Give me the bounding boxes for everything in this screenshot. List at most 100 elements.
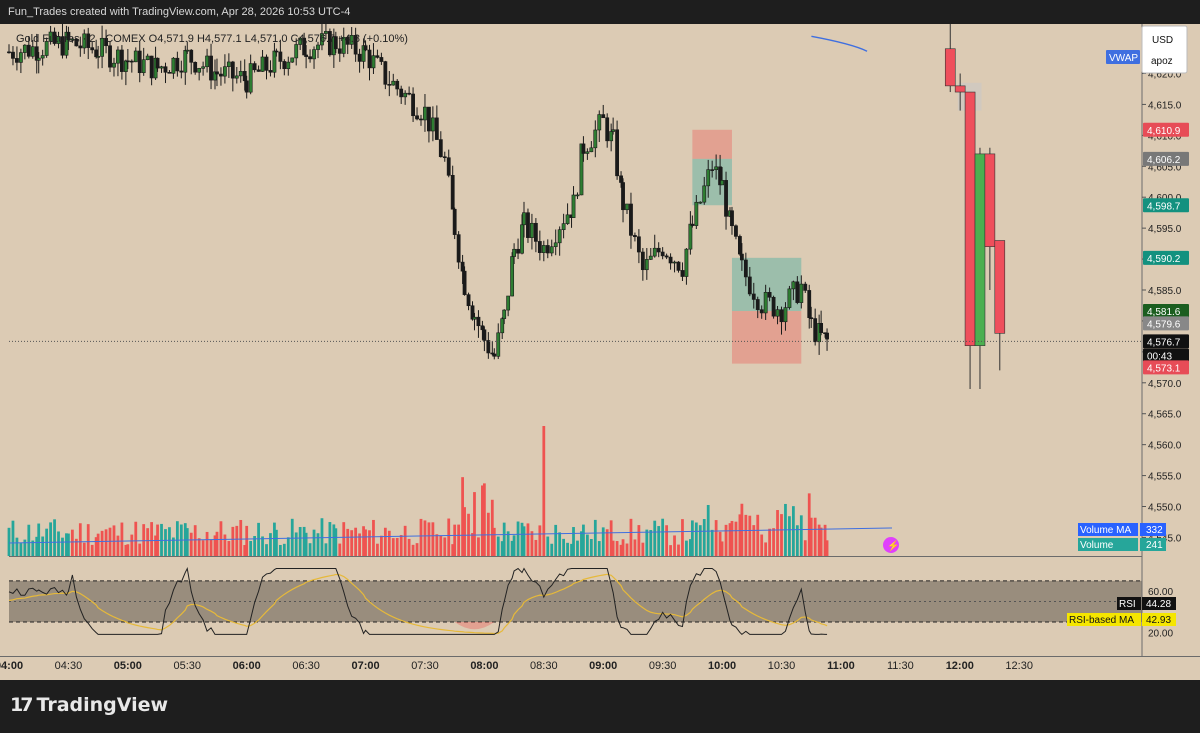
candle[interactable] [248,54,253,95]
candle[interactable] [541,240,546,262]
candle[interactable] [70,37,75,43]
candle[interactable] [367,44,372,81]
candle[interactable] [149,55,154,86]
candle[interactable] [430,106,435,142]
candle[interactable] [581,136,586,162]
candle[interactable] [133,47,138,63]
candle[interactable] [734,224,738,240]
candle[interactable] [530,213,534,250]
candle[interactable] [466,292,471,311]
candle[interactable] [11,46,15,66]
candle[interactable] [720,167,724,186]
candle[interactable] [223,54,227,84]
price-label[interactable]: 4,579.6 [1143,316,1189,331]
candle[interactable] [698,201,703,204]
candle[interactable] [141,47,146,76]
candle[interactable] [419,114,423,126]
candle[interactable] [215,58,219,87]
candle[interactable] [660,247,665,260]
candle[interactable] [96,45,101,69]
candle[interactable] [363,40,368,52]
candle[interactable] [755,296,760,319]
candle[interactable] [575,192,580,199]
candle[interactable] [791,280,796,301]
candle[interactable] [387,71,392,97]
candle[interactable] [714,154,719,180]
candle[interactable] [298,36,303,51]
candle[interactable] [290,57,295,63]
candle[interactable] [60,24,65,59]
candle[interactable] [278,39,283,70]
price-label[interactable]: 4,598.7 [1143,198,1189,213]
candle[interactable] [66,26,71,51]
candle[interactable] [545,239,550,259]
candle[interactable] [90,41,95,54]
candle[interactable] [706,159,711,198]
candle[interactable] [209,43,213,90]
candle[interactable] [125,48,130,70]
candle[interactable] [516,238,520,260]
candle[interactable] [767,287,772,302]
price-axis[interactable]: 4,620.04,615.04,610.04,605.04,600.04,595… [1067,24,1200,656]
candle[interactable] [272,42,277,78]
candle[interactable] [799,275,804,309]
candle[interactable] [36,52,41,74]
candle[interactable] [316,41,320,59]
candle[interactable] [163,62,168,84]
candle[interactable] [230,60,235,92]
candle[interactable] [201,61,206,76]
candle[interactable] [621,178,625,223]
candle[interactable] [589,141,594,153]
candle[interactable] [739,243,744,271]
candle[interactable] [676,261,681,273]
candle[interactable] [775,305,780,325]
candle[interactable] [185,41,190,54]
candle[interactable] [159,65,164,73]
candle[interactable] [175,51,180,77]
candle[interactable] [434,105,439,140]
candle[interactable] [771,295,776,319]
candle[interactable] [625,203,629,215]
candle[interactable] [219,67,223,86]
candle[interactable] [512,243,516,264]
candle[interactable] [197,67,202,81]
candle[interactable] [633,232,637,242]
price-candles[interactable] [7,20,1006,389]
candle[interactable] [648,248,653,260]
candle[interactable] [611,117,616,135]
candle[interactable] [482,326,487,352]
candle[interactable] [238,60,243,83]
candle[interactable] [304,45,309,69]
candle[interactable] [803,281,808,293]
candle[interactable] [371,43,376,75]
candle[interactable] [260,49,265,72]
candle[interactable] [787,285,792,310]
candle[interactable] [553,229,558,256]
candle[interactable] [337,36,342,62]
candle[interactable] [759,305,764,319]
candle[interactable] [379,52,384,65]
price-label[interactable]: 4,576.7 [1143,334,1189,349]
candle[interactable] [167,70,172,74]
candle[interactable] [427,106,431,143]
candle[interactable] [341,27,346,58]
candle[interactable] [446,149,451,178]
candle[interactable] [456,231,461,269]
candle[interactable] [609,123,614,152]
candle[interactable] [403,90,408,105]
price-label[interactable]: 4,606.2 [1143,151,1189,166]
candle[interactable] [86,27,91,60]
candle[interactable] [636,229,641,264]
candle[interactable] [668,253,673,270]
candle[interactable] [795,276,800,305]
price-label[interactable]: 4,581.6 [1143,304,1189,319]
candle[interactable] [22,44,27,60]
candle[interactable] [644,248,649,280]
price-label[interactable]: 4,573.1 [1143,360,1189,375]
candle[interactable] [423,94,427,132]
candle[interactable] [629,192,633,249]
candle[interactable] [395,79,400,96]
candle[interactable] [26,36,31,59]
candle[interactable] [104,29,108,54]
candle[interactable] [571,186,576,218]
